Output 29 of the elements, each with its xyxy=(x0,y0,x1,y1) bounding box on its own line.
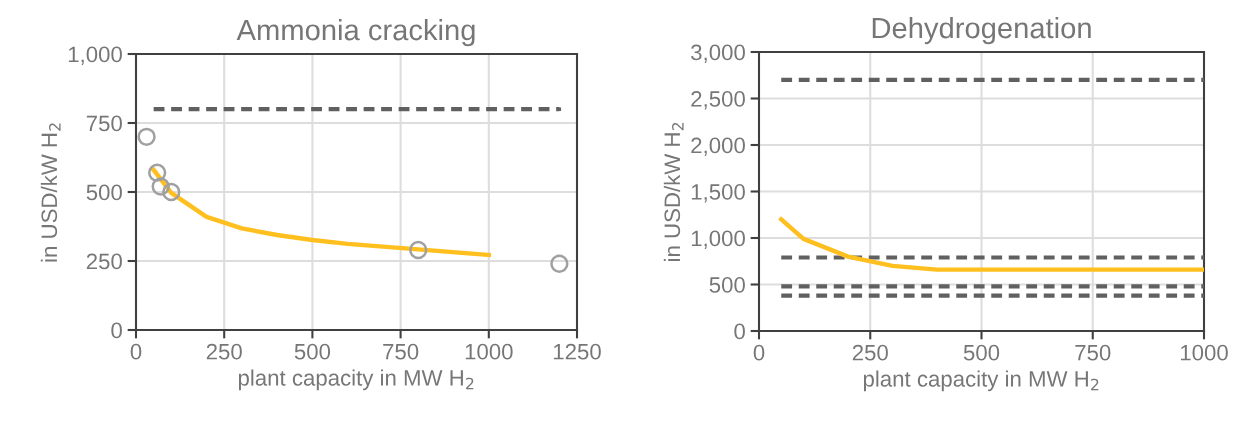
y-tick-label: 1,500 xyxy=(691,184,745,203)
y-tick-label: 2,000 xyxy=(691,137,745,156)
y-tick-label: 1,000 xyxy=(68,46,122,65)
x-axis-title: plant capacity in MW H$_{2}$ xyxy=(238,369,474,391)
y-tick-label: 0 xyxy=(734,323,745,340)
x-tick-label: 250 xyxy=(852,344,888,361)
y-tick-label: 0 xyxy=(111,322,122,339)
y-axis-title: in USD/kW H$_{2}$ xyxy=(40,123,61,262)
x-axis-title: plant capacity in MW H$_{2}$ xyxy=(863,370,1099,392)
x-tick-label: 500 xyxy=(963,344,1000,361)
x-tick-label: 500 xyxy=(294,343,331,360)
x-tick-label: 1000 xyxy=(1180,344,1228,361)
x-tick-label: 0 xyxy=(130,343,142,360)
x-tick-label: 250 xyxy=(206,343,242,360)
y-tick-label: 2,500 xyxy=(691,91,745,110)
y-tick-label: 500 xyxy=(86,184,122,201)
x-tick-label: 1250 xyxy=(553,343,601,360)
x-tick-label: 0 xyxy=(753,344,765,361)
y-tick-label: 500 xyxy=(709,277,745,293)
chart-title: Ammonia cracking xyxy=(236,18,475,47)
x-tick-label: 1000 xyxy=(465,343,513,360)
y-tick-label: 250 xyxy=(86,253,122,270)
y-tick-label: 3,000 xyxy=(691,44,745,63)
y-axis-title: in USD/kW H$_{2}$ xyxy=(663,122,684,261)
chart-title: Dehydrogenation xyxy=(872,16,1091,45)
x-tick-label: 750 xyxy=(1075,344,1111,361)
x-tick-label: 750 xyxy=(383,343,419,360)
y-tick-label: 750 xyxy=(86,115,122,132)
y-tick-label: 1,000 xyxy=(691,230,745,249)
